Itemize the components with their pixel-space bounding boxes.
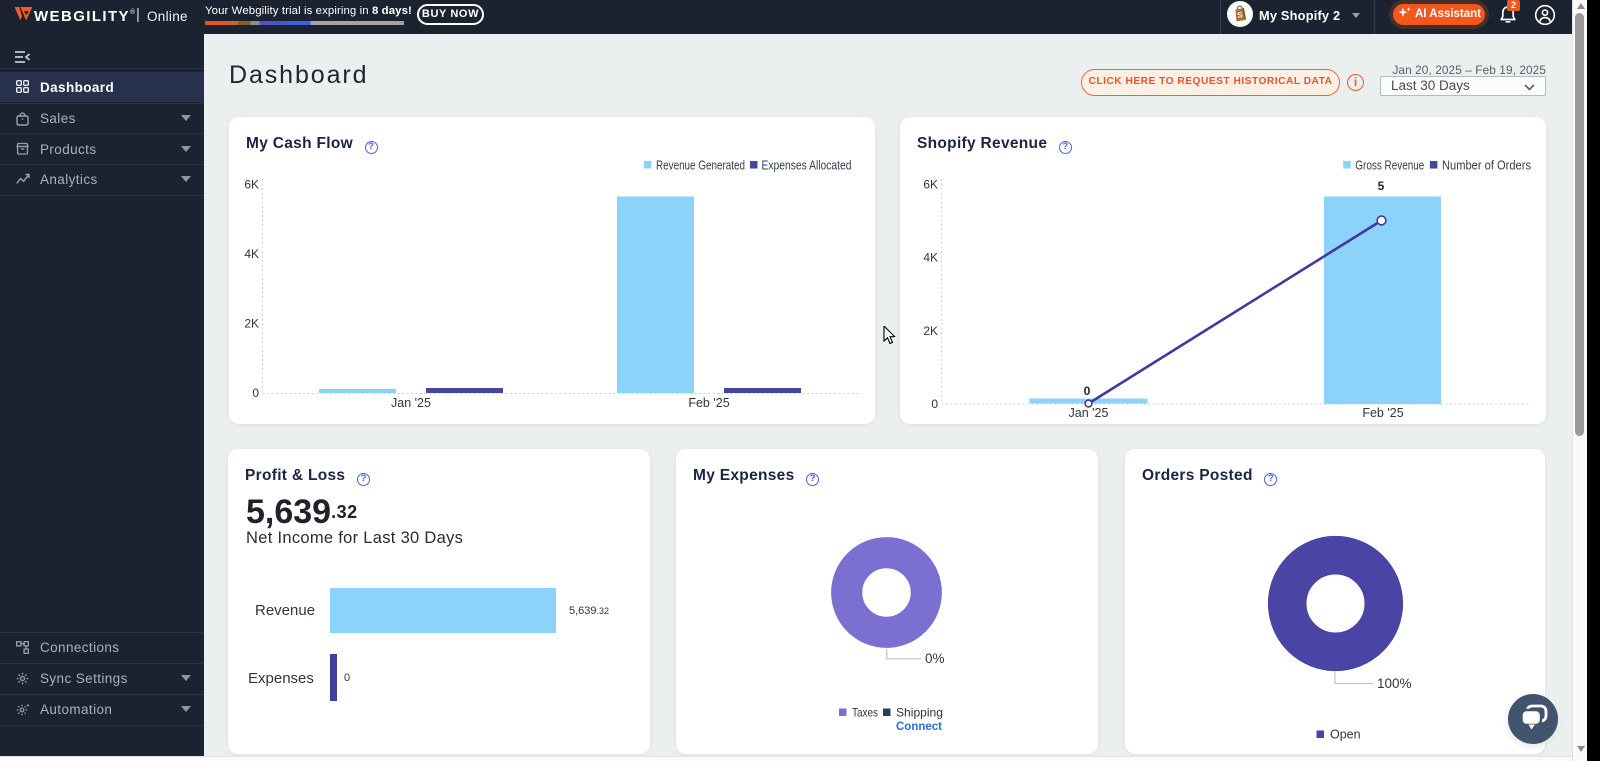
svg-text:Jan '25: Jan '25 [391, 396, 431, 410]
svg-text:4K: 4K [244, 247, 259, 261]
svg-text:Taxes: Taxes [852, 706, 878, 720]
svg-text:Jan '25: Jan '25 [1069, 406, 1109, 420]
svg-text:Number of Orders: Number of Orders [1442, 159, 1531, 173]
svg-text:4K: 4K [923, 251, 938, 265]
svg-text:2K: 2K [244, 317, 259, 331]
svg-text:Revenue Generated: Revenue Generated [656, 159, 745, 173]
svg-text:Feb '25: Feb '25 [688, 396, 729, 410]
svg-text:Gross Revenue: Gross Revenue [1355, 159, 1424, 173]
svg-text:5: 5 [1378, 179, 1385, 193]
svg-text:Feb '25: Feb '25 [1362, 406, 1403, 420]
svg-text:0: 0 [931, 397, 938, 411]
svg-text:S: S [1237, 10, 1244, 20]
svg-text:Connect: Connect [896, 721, 942, 733]
svg-text:Shipping: Shipping [896, 706, 943, 720]
svg-text:0%: 0% [925, 651, 945, 666]
svg-text:Open: Open [1330, 728, 1361, 742]
svg-text:100%: 100% [1377, 676, 1412, 691]
svg-text:6K: 6K [923, 178, 938, 192]
svg-text:0: 0 [1084, 384, 1091, 398]
svg-text:6K: 6K [244, 178, 259, 192]
svg-text:2K: 2K [923, 324, 938, 338]
svg-text:0: 0 [252, 386, 259, 400]
svg-text:Expenses Allocated: Expenses Allocated [762, 159, 852, 173]
